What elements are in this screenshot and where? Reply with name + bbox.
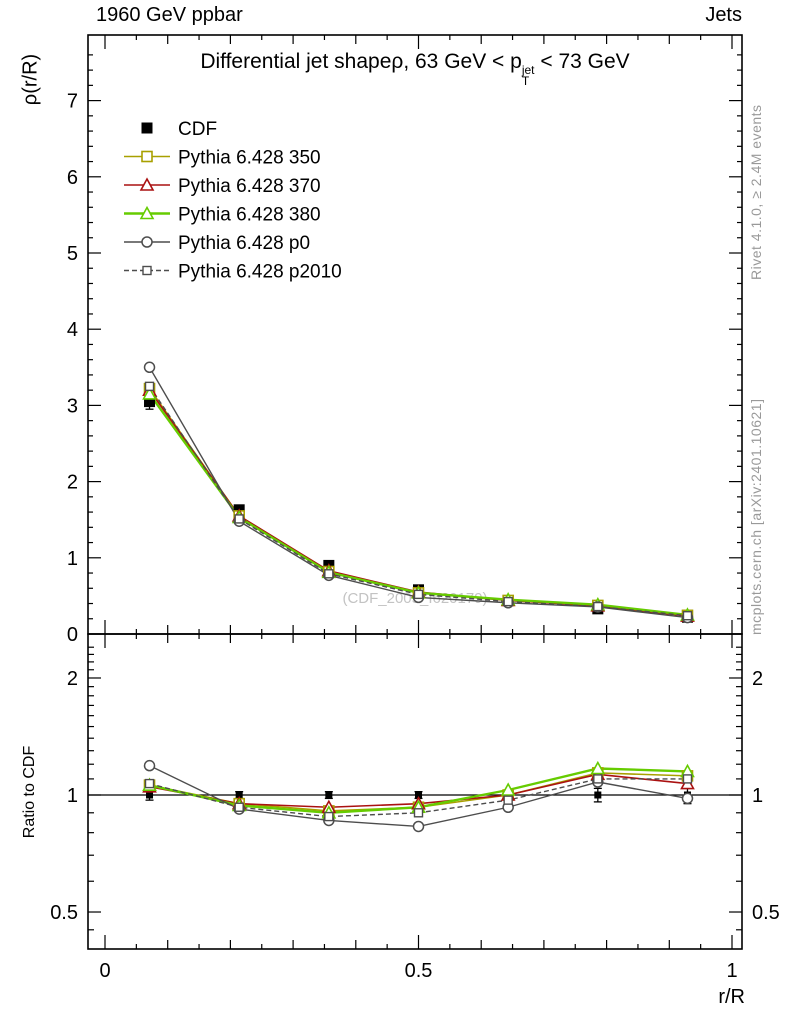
svg-text:CDF: CDF — [178, 119, 217, 140]
svg-text:1: 1 — [67, 785, 78, 807]
svg-text:4: 4 — [67, 319, 78, 341]
title-rho: ρ — [391, 50, 404, 73]
beam-label: 1960 GeV ppbar — [96, 4, 243, 26]
ratio-panel-frame — [87, 633, 743, 950]
svg-text:2: 2 — [752, 668, 763, 690]
svg-text:1: 1 — [752, 785, 763, 807]
svg-text:0: 0 — [67, 624, 78, 646]
svg-text:0: 0 — [99, 960, 110, 982]
legend: CDF Pythia 6.428 350 Pythia 6.428 370 Pythi… — [124, 119, 342, 283]
title-pt-supsub: jet T — [521, 63, 535, 88]
svg-text:2: 2 — [67, 472, 78, 494]
svg-text:Pythia 6.428 370: Pythia 6.428 370 — [178, 176, 321, 197]
series-points-Pythia 6.428 p2010 — [144, 381, 693, 822]
svg-text:7: 7 — [67, 91, 78, 113]
svg-text:0.5: 0.5 — [405, 960, 433, 982]
x-axis-label: r/R — [718, 986, 745, 1008]
svg-text:2: 2 — [67, 668, 78, 690]
process-label: Jets — [705, 4, 742, 26]
svg-text:Pythia 6.428 p2010: Pythia 6.428 p2010 — [178, 262, 342, 283]
svg-text:1: 1 — [67, 548, 78, 570]
title-mid: , 63 GeV < p — [403, 50, 522, 73]
line-main-Pythia 6.428 p2010 — [148, 385, 688, 617]
svg-text:Pythia 6.428 350: Pythia 6.428 350 — [178, 148, 321, 169]
title-prefix: Differential jet shape — [200, 50, 392, 73]
line-main-Pythia 6.428 p0 — [148, 366, 688, 619]
title-suffix: < 73 GeV — [534, 50, 630, 73]
svg-text:Pythia 6.428 p0: Pythia 6.428 p0 — [178, 233, 310, 254]
svg-text:0.5: 0.5 — [50, 902, 78, 924]
title-sub: T — [521, 74, 530, 88]
svg-text:5: 5 — [67, 243, 78, 265]
svg-text:6: 6 — [67, 167, 78, 189]
svg-text:0.5: 0.5 — [752, 902, 780, 924]
axes: 0 1 2 3 4 5 6 7 0.5 0.5 1 1 2 2 0 0.5 1 — [50, 34, 780, 982]
svg-text:Pythia 6.428 380: Pythia 6.428 380 — [178, 205, 321, 226]
svg-text:1: 1 — [726, 960, 737, 982]
title-sup: jet — [521, 63, 535, 77]
plot-title: Differential jet shapeρ, 63 GeV < p jet T … — [88, 50, 742, 87]
svg-text:3: 3 — [67, 395, 78, 417]
